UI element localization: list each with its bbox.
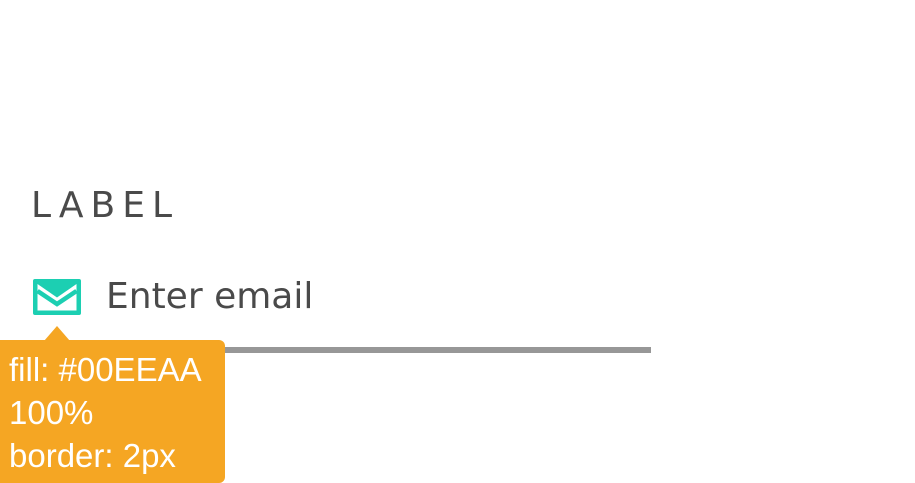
field-label: LABEL bbox=[31, 185, 180, 226]
annotation-pointer bbox=[44, 326, 70, 341]
annotation-opacity-text: 100% bbox=[9, 394, 94, 431]
annotation-tooltip: fill: #00EEAA 100% border: 2px bbox=[0, 340, 225, 483]
annotation-border-text: border: 2px bbox=[9, 437, 176, 474]
input-underline bbox=[33, 347, 651, 353]
annotation-fill-text: fill: #00EEAA bbox=[9, 351, 202, 388]
mail-icon bbox=[33, 279, 81, 315]
email-input[interactable] bbox=[106, 268, 646, 324]
email-field[interactable] bbox=[33, 268, 653, 354]
